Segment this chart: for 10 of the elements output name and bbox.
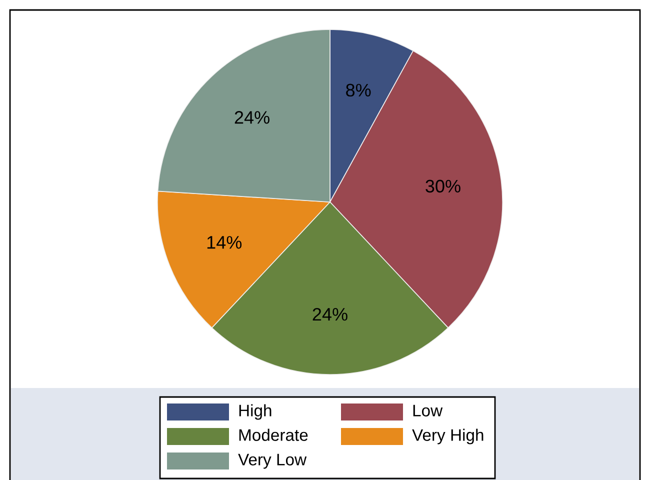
data-label: 30%: [426, 180, 460, 193]
data-label: 24%: [234, 111, 270, 124]
legend-label: Very Low: [238, 454, 307, 469]
data-label: 24%: [312, 308, 348, 321]
legend-label: Moderate: [239, 428, 308, 441]
legend-label: Low: [413, 404, 443, 416]
legend-label: High: [239, 404, 272, 420]
legend-label: Very High: [412, 428, 484, 444]
data-label: 8%: [346, 84, 371, 97]
data-label: 14%: [207, 236, 242, 249]
